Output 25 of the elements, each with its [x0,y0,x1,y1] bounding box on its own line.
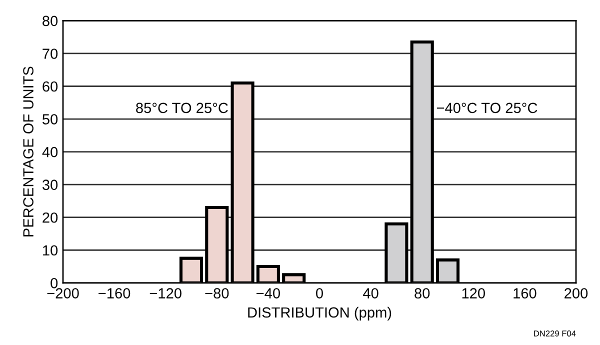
y-axis-title: PERCENTAGE OF UNITS [23,66,34,236]
x-tick-label: −40 [256,288,280,298]
y-tick-label: 40 [42,146,58,158]
x-tick-label: 200 [564,288,588,298]
x-axis-title: DISTRIBUTION (ppm) [248,306,392,321]
x-tick-label: −200 [47,288,79,298]
x-tick-label: −120 [150,288,182,298]
y-tick-label: 20 [42,212,58,223]
y-tick-label: 60 [42,81,58,92]
x-tick-label: −160 [98,288,130,298]
x-tick-label: 120 [462,288,485,298]
x-tick-label: −80 [205,288,229,298]
series-label: 85°C TO 25°C [136,102,228,114]
x-tick-label: 0 [316,288,323,298]
x-tick-label: 160 [514,288,536,298]
y-tick-label: 30 [42,180,58,190]
y-tick-label: 50 [42,114,58,124]
text: DN229 F04 [534,330,576,336]
y-tick-label: 80 [42,16,58,26]
x-tick-label: 80 [414,288,430,298]
series-label: −40°C TO 25°C [436,102,538,114]
x-tick-label: 40 [363,288,378,298]
y-tick-label: 70 [42,48,58,59]
y-tick-label: 0 [50,278,58,288]
y-tick-label: 10 [43,245,58,256]
